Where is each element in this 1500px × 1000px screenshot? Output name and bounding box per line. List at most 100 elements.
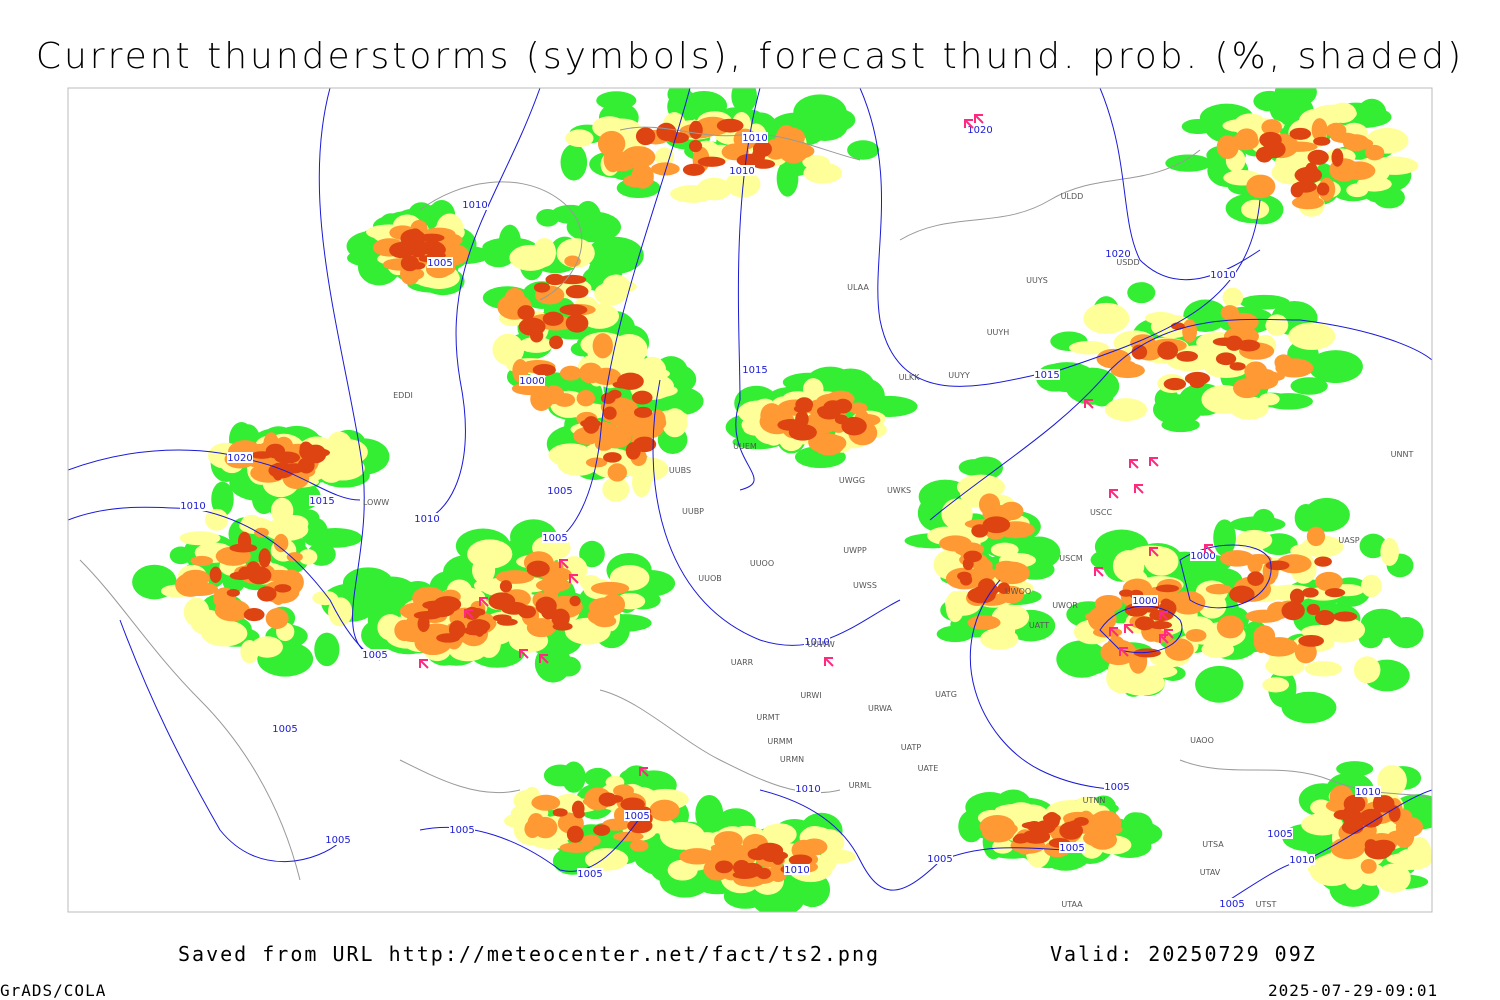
shade-cell bbox=[400, 255, 420, 272]
isobar-labels: 1010 1010 1020 1010 1005 1020 1010 1015 1015 1000… bbox=[180, 124, 1381, 910]
shade-cell bbox=[565, 284, 589, 299]
shade-cell bbox=[1265, 655, 1305, 677]
shade-cell bbox=[251, 636, 283, 658]
shade-cell bbox=[247, 566, 272, 585]
isobar-label-bg bbox=[449, 824, 475, 835]
shade-cell bbox=[1229, 585, 1255, 604]
shade-cell bbox=[579, 540, 605, 568]
shade-cell bbox=[318, 457, 345, 483]
shade-cell bbox=[1106, 635, 1127, 662]
isobar-label: 1010 bbox=[742, 133, 767, 144]
station-label: UASP bbox=[1338, 536, 1359, 545]
isobar-label-bg bbox=[414, 513, 440, 524]
station-label: EDDI bbox=[393, 391, 413, 400]
shade-cell bbox=[1262, 677, 1290, 693]
station-label: UWSS bbox=[853, 581, 877, 590]
shade-cell bbox=[560, 144, 588, 181]
station-label: UARR bbox=[731, 658, 754, 667]
shade-cell bbox=[559, 365, 582, 381]
thunderstorm-symbol bbox=[1124, 624, 1134, 634]
station-label: UWOR bbox=[1052, 601, 1078, 610]
shade-cell bbox=[957, 571, 972, 581]
isobar-label-bg bbox=[1219, 898, 1245, 909]
shade-cell bbox=[982, 516, 1011, 534]
shade-cell bbox=[1090, 385, 1114, 407]
shade-cell bbox=[448, 620, 466, 639]
shade-cell bbox=[803, 378, 824, 401]
shade-cell bbox=[637, 356, 667, 385]
isobar-label: 1005 bbox=[927, 854, 952, 865]
shade-cell bbox=[1359, 533, 1387, 559]
shade-cell bbox=[752, 140, 772, 158]
shade-cell bbox=[1017, 804, 1048, 822]
shade-cell bbox=[518, 605, 537, 619]
isobar-label-bg bbox=[1034, 369, 1060, 380]
shade-cell bbox=[1073, 816, 1089, 826]
station-label: ULKK bbox=[899, 373, 921, 382]
shade-cell bbox=[286, 552, 303, 562]
station-label: UWPP bbox=[843, 546, 867, 555]
isobar-label-bg bbox=[804, 636, 830, 647]
map-title: Current thunderstorms (symbols), forecas… bbox=[36, 36, 1464, 77]
shade-cell bbox=[1216, 615, 1244, 639]
shade-cell bbox=[777, 419, 805, 431]
shade-cell bbox=[1164, 638, 1194, 661]
station-label: URMT bbox=[756, 713, 779, 722]
shade-cell bbox=[1247, 554, 1263, 574]
thunderstorm-symbol bbox=[1159, 611, 1169, 621]
shade-cell bbox=[1155, 584, 1180, 593]
shade-cell bbox=[1341, 161, 1376, 181]
map-area: 1010 1010 1020 1010 1005 1020 1010 1015 1015 1000… bbox=[68, 88, 1432, 912]
shade-cell bbox=[1301, 813, 1343, 836]
shade-cell bbox=[1246, 174, 1276, 199]
shade-cell bbox=[532, 237, 556, 267]
shade-cell bbox=[841, 416, 867, 436]
shade-cell bbox=[598, 792, 618, 807]
shade-cell bbox=[418, 233, 445, 243]
shade-cell bbox=[1042, 813, 1061, 824]
shade-cell bbox=[1265, 560, 1290, 571]
probability-shading bbox=[132, 88, 1432, 912]
shade-cell bbox=[1306, 526, 1326, 547]
shade-cell bbox=[257, 586, 277, 602]
isobar-label: 1005 bbox=[542, 533, 567, 544]
isobar-label-bg bbox=[1059, 842, 1085, 853]
shade-cell bbox=[972, 558, 993, 573]
shade-cell bbox=[974, 584, 1001, 595]
shade-cell bbox=[488, 592, 516, 610]
station-label: UUYY bbox=[948, 371, 970, 380]
thunderstorm-symbol bbox=[519, 649, 529, 659]
isobar-label: 1010 bbox=[1210, 270, 1235, 281]
shade-cell bbox=[243, 608, 265, 622]
station-label: UAOO bbox=[1190, 736, 1214, 745]
isobar-label: 1015 bbox=[309, 496, 334, 507]
shade-cell bbox=[834, 414, 849, 425]
shade-cell bbox=[1343, 794, 1366, 814]
shade-cell bbox=[272, 462, 284, 481]
station-label: UTST bbox=[1256, 900, 1277, 909]
isobar-label-bg bbox=[795, 783, 821, 794]
shade-cell bbox=[593, 824, 611, 836]
station-label: URWA bbox=[868, 704, 893, 713]
shade-cell bbox=[602, 477, 630, 502]
station-label: ULDD bbox=[1061, 192, 1084, 201]
shade-cell bbox=[1205, 583, 1232, 595]
shade-cell bbox=[967, 615, 1001, 630]
shade-cell bbox=[1395, 848, 1432, 870]
shade-cell bbox=[591, 367, 622, 386]
isobars bbox=[68, 88, 1432, 907]
isobar-label-bg bbox=[1210, 269, 1236, 280]
shade-cell bbox=[1306, 603, 1320, 615]
station-label: USCC bbox=[1090, 508, 1113, 517]
isobar-label-bg bbox=[927, 853, 953, 864]
shade-cell bbox=[741, 862, 764, 878]
shade-cell bbox=[1380, 537, 1399, 566]
map-frame bbox=[67, 87, 1433, 913]
shade-cell bbox=[592, 333, 613, 359]
shade-cell bbox=[1148, 620, 1173, 630]
shade-cell bbox=[543, 764, 577, 787]
station-label: URMN bbox=[780, 755, 804, 764]
station-label: UTAA bbox=[1061, 900, 1083, 909]
shade-cell bbox=[258, 548, 271, 568]
shade-cell bbox=[492, 333, 525, 366]
